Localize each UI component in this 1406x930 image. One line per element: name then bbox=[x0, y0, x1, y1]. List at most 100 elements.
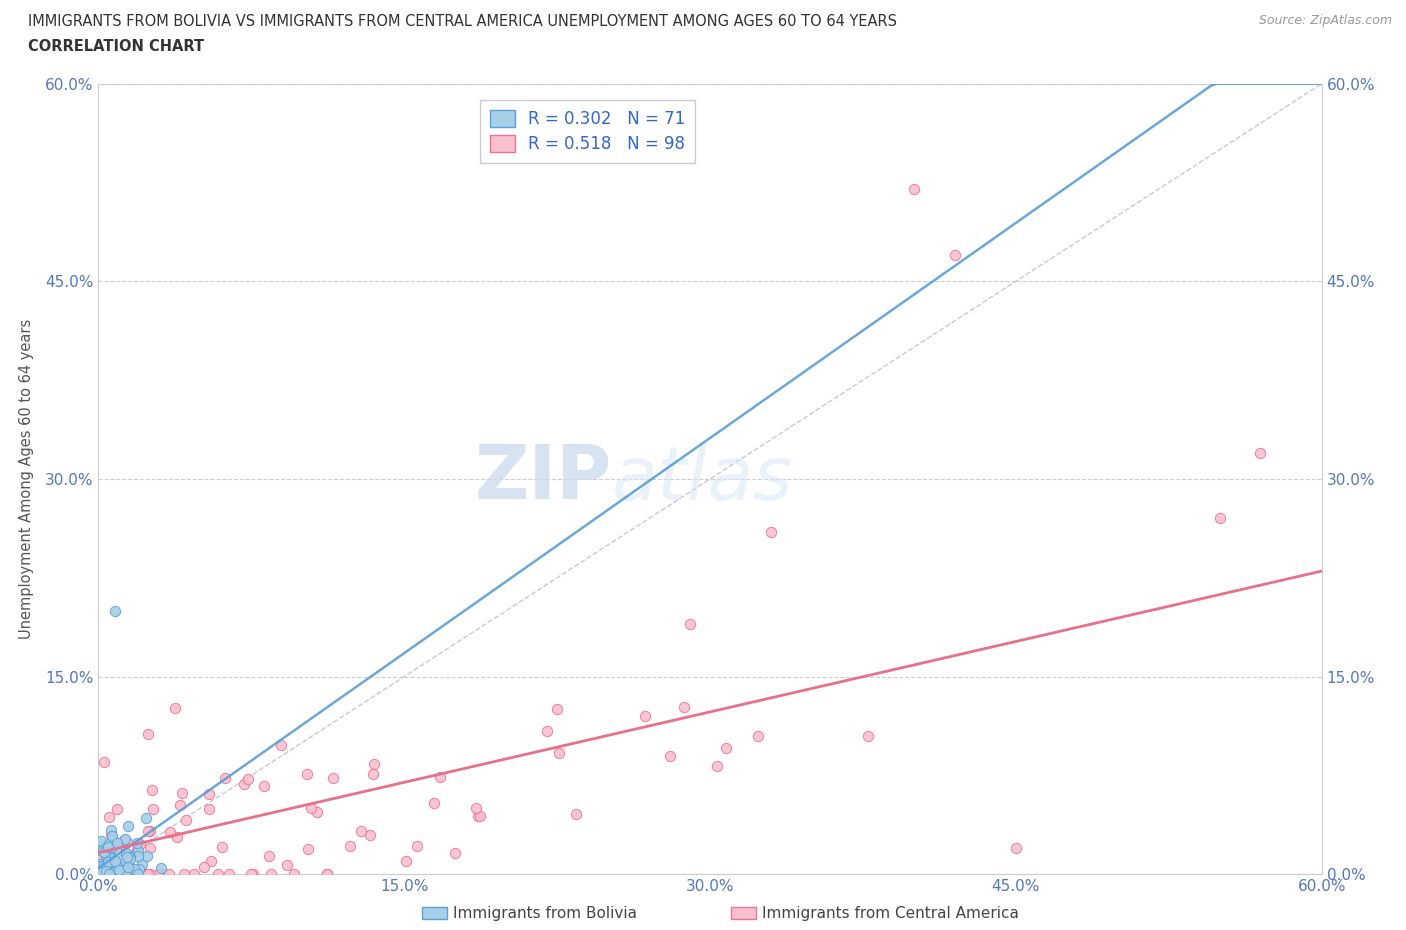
Point bbox=[315, 867, 337, 882]
Legend: R = 0.302   N = 71, R = 0.518   N = 98: R = 0.302 N = 71, R = 0.518 N = 98 bbox=[479, 100, 696, 163]
Text: Immigrants from Bolivia: Immigrants from Bolivia bbox=[453, 906, 637, 921]
Point bbox=[163, 700, 186, 715]
Point bbox=[136, 849, 159, 864]
Point bbox=[94, 864, 117, 879]
Point bbox=[124, 862, 146, 877]
Point bbox=[127, 844, 149, 858]
Point bbox=[297, 842, 319, 857]
Point bbox=[170, 786, 193, 801]
Point bbox=[98, 850, 121, 865]
Point bbox=[858, 728, 880, 743]
Point bbox=[139, 824, 162, 839]
Point bbox=[117, 858, 139, 873]
Point bbox=[127, 848, 149, 863]
Point bbox=[87, 867, 110, 882]
Point bbox=[100, 822, 122, 837]
Point bbox=[157, 867, 180, 882]
Point bbox=[173, 867, 195, 882]
Point bbox=[108, 865, 131, 880]
Point bbox=[546, 701, 568, 716]
Point bbox=[136, 867, 159, 882]
Point bbox=[127, 866, 149, 881]
Point bbox=[89, 858, 111, 873]
Point bbox=[283, 867, 305, 882]
Point bbox=[253, 778, 276, 793]
Point bbox=[136, 824, 159, 839]
Point bbox=[111, 852, 134, 867]
Point bbox=[159, 824, 181, 839]
Point bbox=[101, 829, 124, 844]
Y-axis label: Unemployment Among Ages 60 to 64 years: Unemployment Among Ages 60 to 64 years bbox=[18, 319, 34, 639]
Point bbox=[139, 867, 162, 882]
Point bbox=[107, 802, 129, 817]
Point bbox=[93, 857, 115, 872]
Point bbox=[658, 748, 681, 763]
Point bbox=[125, 835, 148, 850]
Point bbox=[118, 852, 141, 867]
Text: atlas: atlas bbox=[612, 443, 793, 515]
Point bbox=[98, 845, 121, 860]
Point bbox=[242, 867, 264, 882]
Point bbox=[467, 808, 489, 823]
Point bbox=[142, 802, 165, 817]
Point bbox=[115, 864, 138, 879]
Point bbox=[112, 832, 135, 847]
Point bbox=[108, 867, 131, 882]
Point bbox=[444, 845, 467, 860]
Point bbox=[90, 834, 112, 849]
Point bbox=[104, 857, 127, 871]
Point bbox=[100, 857, 122, 871]
Point bbox=[363, 756, 385, 771]
Point bbox=[108, 862, 131, 877]
Point bbox=[117, 867, 139, 882]
Point bbox=[198, 787, 221, 802]
Point bbox=[634, 709, 657, 724]
Point bbox=[429, 769, 451, 784]
Point bbox=[714, 740, 737, 755]
Point bbox=[91, 842, 114, 857]
Point bbox=[118, 850, 141, 865]
Point bbox=[207, 867, 229, 882]
Point bbox=[146, 867, 169, 882]
Point bbox=[423, 795, 446, 810]
Point bbox=[270, 737, 292, 752]
Point bbox=[117, 818, 139, 833]
Point bbox=[183, 867, 205, 882]
Point bbox=[89, 849, 111, 864]
Point bbox=[361, 767, 384, 782]
Point bbox=[169, 798, 191, 813]
Point bbox=[747, 728, 769, 743]
Point bbox=[200, 854, 222, 869]
Point bbox=[94, 858, 117, 873]
Point bbox=[94, 866, 117, 881]
Point bbox=[706, 758, 728, 773]
Point bbox=[536, 724, 558, 738]
Point bbox=[94, 866, 117, 881]
Point bbox=[114, 867, 136, 882]
Text: IMMIGRANTS FROM BOLIVIA VS IMMIGRANTS FROM CENTRAL AMERICA UNEMPLOYMENT AMONG AG: IMMIGRANTS FROM BOLIVIA VS IMMIGRANTS FR… bbox=[28, 14, 897, 29]
Point bbox=[214, 771, 236, 786]
Point bbox=[943, 247, 966, 262]
Point bbox=[103, 832, 125, 847]
Point bbox=[115, 867, 138, 882]
Point bbox=[468, 808, 491, 823]
Point bbox=[135, 867, 157, 882]
Point bbox=[91, 842, 114, 857]
Point bbox=[104, 604, 127, 618]
Point bbox=[316, 867, 339, 882]
Point bbox=[339, 839, 361, 854]
Point bbox=[903, 181, 925, 196]
Point bbox=[127, 866, 149, 881]
Point bbox=[257, 849, 280, 864]
Point bbox=[115, 835, 138, 850]
Point bbox=[198, 801, 221, 816]
Point bbox=[94, 867, 117, 882]
Point bbox=[152, 867, 174, 882]
Point bbox=[131, 857, 153, 872]
Point bbox=[117, 859, 139, 874]
Point bbox=[114, 845, 136, 860]
Point bbox=[1209, 512, 1232, 526]
Point bbox=[97, 837, 120, 852]
Point bbox=[93, 846, 115, 861]
Point bbox=[547, 745, 569, 760]
